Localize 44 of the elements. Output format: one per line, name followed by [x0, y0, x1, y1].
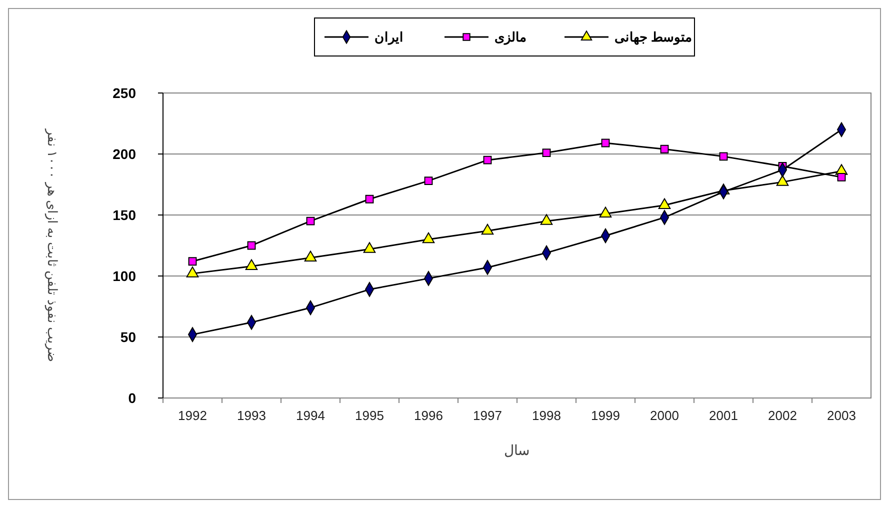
y-tick-label: 200: [112, 146, 136, 162]
point: [540, 214, 553, 225]
x-tick-label: 1997: [473, 408, 502, 423]
x-tick-label: 1995: [355, 408, 384, 423]
legend-label: مالزی: [494, 30, 526, 46]
point: [306, 216, 315, 226]
y-tick-label: 100: [112, 268, 136, 284]
y-tick-label: 250: [112, 84, 136, 101]
legend-label: متوسط جهانی: [614, 30, 692, 46]
x-tick-label: 2000: [650, 408, 679, 423]
point: [363, 242, 376, 253]
point: [601, 138, 610, 148]
point: [776, 175, 789, 186]
point: [599, 206, 612, 218]
point: [481, 224, 494, 235]
point: [837, 172, 846, 182]
x-tick-label: 2002: [768, 408, 797, 423]
point: [188, 257, 197, 266]
y-tick-label: 150: [112, 206, 136, 223]
y-tick-label: 50: [120, 328, 136, 345]
x-tick-label: 2001: [709, 408, 738, 423]
point: [483, 156, 492, 164]
point: [245, 259, 258, 270]
point: [247, 241, 256, 250]
x-tick-label: 1993: [237, 408, 266, 423]
point: [658, 198, 671, 209]
point: [365, 194, 374, 204]
x-tick-label: 2003: [827, 408, 856, 423]
point: [424, 176, 433, 186]
point: [186, 266, 199, 278]
point: [719, 152, 728, 161]
x-tick-label: 1999: [591, 408, 620, 423]
point: [660, 144, 669, 154]
legend-label: ایران: [374, 30, 404, 46]
x-tick-label: 1994: [296, 408, 325, 423]
point: [304, 250, 317, 262]
x-tick-label: 1992: [178, 408, 207, 423]
y-tick-label: 0: [128, 390, 136, 406]
x-tick-label: 1998: [532, 408, 561, 423]
x-tick-label: 1996: [414, 408, 443, 423]
y-axis-title: ضریب نفوذ تلفن ثابت به ازای هر ۱۰۰۰ نفر: [44, 128, 60, 362]
point: [542, 148, 551, 157]
x-axis-title: سال: [504, 442, 530, 458]
point: [422, 232, 435, 244]
